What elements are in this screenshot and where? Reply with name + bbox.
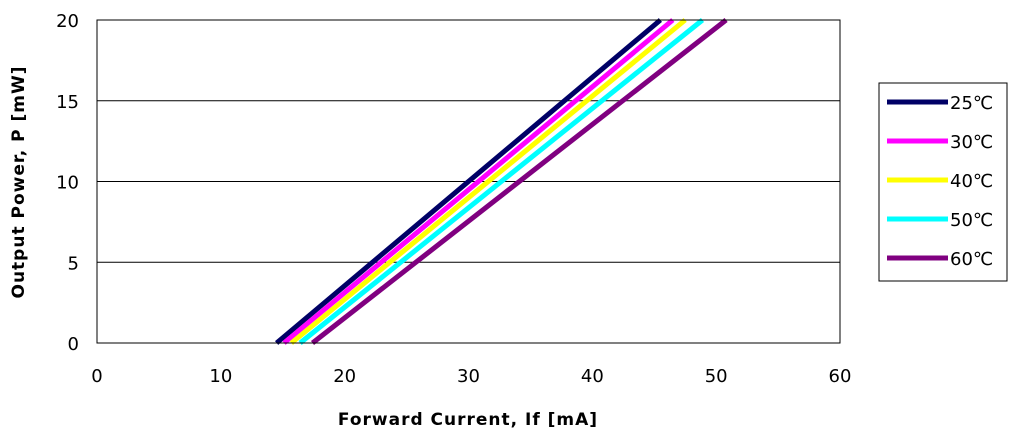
y-tick-label: 10 [56,173,79,194]
legend-label: 50℃ [950,210,993,231]
series-lines [274,18,728,345]
y-tick-label: 0 [68,334,79,355]
x-tick-label: 20 [333,366,356,387]
y-tick-label: 5 [68,253,79,274]
x-tick-label: 60 [829,366,852,387]
y-axis-title: Output Power, P [mW] [9,65,29,298]
y-tick-label: 15 [56,92,79,113]
series-line [298,18,705,345]
legend-label: 60℃ [950,249,993,270]
x-tick-label: 50 [705,366,728,387]
legend-label: 25℃ [950,93,993,114]
x-tick-label: 10 [209,366,232,387]
legend-label: 30℃ [950,132,993,153]
y-tick-labels: 0 5 10 15 20 [56,11,79,355]
series-line [310,18,728,345]
series-line [282,18,675,345]
x-tick-label: 40 [581,366,604,387]
x-axis-title: Forward Current, If [mA] [338,410,598,430]
legend-label: 40℃ [950,171,993,192]
x-tick-label: 0 [91,366,102,387]
legend-items: 25℃ 30℃ 40℃ 50℃ 60℃ [887,93,993,270]
series-line [274,18,663,345]
x-tick-labels: 0 10 20 30 40 50 60 [91,366,851,387]
plot-border [96,19,841,344]
series-line [289,18,687,345]
y-tick-label: 20 [56,11,79,32]
legend: 25℃ 30℃ 40℃ 50℃ 60℃ [878,82,1008,282]
x-tick-label: 30 [457,366,480,387]
